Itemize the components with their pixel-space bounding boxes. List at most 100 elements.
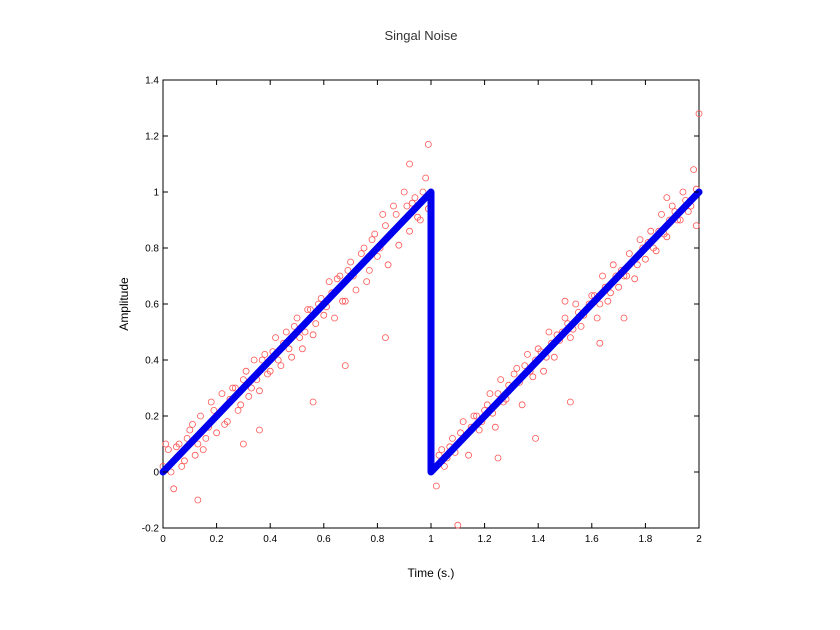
scatter-point [470, 412, 478, 420]
scatter-point [360, 244, 368, 252]
scatter-point [395, 241, 403, 249]
scatter-point [650, 244, 657, 252]
scatter-point [432, 482, 440, 490]
scatter-point [438, 446, 446, 454]
scatter-point [636, 236, 644, 244]
scatter-point [352, 286, 360, 294]
scatter-point [384, 261, 392, 269]
y-axis-ticks: -0.2 0 0.2 0.4 0.6 0.8 1 1.2 1.4 [142, 76, 699, 535]
scatter-point [186, 426, 194, 434]
scatter-point [373, 252, 381, 260]
scatter-point [382, 222, 389, 230]
x-axis-label: Time (s.) [408, 566, 455, 580]
scatter-point [588, 292, 596, 300]
scatter-point [684, 208, 692, 216]
scatter-point [331, 314, 338, 322]
scatter-point [231, 384, 239, 392]
scatter-point [459, 418, 467, 426]
y-tick-label: 0.4 [145, 356, 159, 367]
scatter-point [422, 174, 430, 182]
scatter-point [663, 194, 671, 202]
x-tick-label: 0.8 [370, 534, 384, 545]
scatter-point [497, 376, 505, 384]
scatter-point [572, 300, 580, 308]
scatter-point [390, 202, 397, 210]
scatter-point [341, 362, 349, 370]
scatter-point [229, 384, 237, 392]
scatter-point [312, 320, 320, 328]
scatter-point [320, 311, 328, 319]
scatter-point [465, 451, 472, 459]
signal-line [159, 188, 703, 476]
scatter-point [347, 258, 355, 266]
scatter-point [304, 306, 312, 314]
scatter-point [695, 110, 703, 117]
scatter-point [424, 140, 432, 148]
scatter-point [172, 443, 180, 451]
scatter-point [642, 255, 649, 263]
scatter-point [457, 429, 464, 437]
scatter-point [532, 434, 539, 442]
scatter-point [658, 210, 665, 218]
scatter-point [301, 328, 309, 336]
x-tick-label: 1 [428, 534, 434, 545]
scatter-point [213, 429, 221, 437]
scatter-point [494, 390, 502, 398]
scatter-point [194, 440, 202, 448]
scatter-point [264, 370, 271, 378]
x-tick-label: 1.2 [478, 534, 492, 545]
scatter-point [363, 278, 371, 286]
scatter-point [296, 334, 304, 342]
scatter-point [274, 356, 282, 364]
scatter-point [411, 194, 419, 202]
scatter-point [306, 306, 314, 314]
scatter-point [625, 250, 633, 258]
scatter-point [566, 398, 574, 406]
scatter-point [248, 384, 255, 392]
scatter-point [561, 314, 569, 322]
y-tick-label: 1.4 [145, 76, 159, 87]
scatter-point [191, 451, 199, 459]
scatter-point [293, 314, 301, 322]
scatter-point [239, 440, 247, 448]
x-tick-label: 1.8 [638, 534, 652, 545]
scatter-point [250, 356, 258, 364]
scatter-point [414, 213, 422, 221]
scatter-point [524, 350, 531, 358]
scatter-point [454, 521, 462, 529]
scatter-point [256, 426, 263, 434]
y-tick-label: 0.8 [145, 244, 159, 255]
x-tick-label: 1.4 [531, 534, 545, 545]
scatter-point [593, 314, 601, 322]
signal-lines [159, 188, 703, 476]
y-tick-label: 0 [153, 468, 159, 479]
scatter-point [344, 266, 352, 274]
scatter-point [218, 390, 226, 398]
chart-title: Singal Noise [385, 28, 458, 43]
scatter-point [615, 283, 622, 291]
scatter-point [400, 188, 408, 196]
scatter-point [623, 272, 631, 280]
scatter-point [285, 345, 293, 353]
scatter-point [633, 261, 641, 269]
scatter-point [486, 390, 494, 398]
scatter-point [221, 420, 229, 428]
scatter-point [357, 250, 365, 258]
scatter-point [368, 236, 376, 244]
scatter-point [668, 202, 676, 210]
scatter-point [282, 328, 290, 336]
scatter-point [210, 406, 218, 414]
scatter-point [449, 434, 456, 442]
scatter-point [518, 401, 526, 409]
scatter-point [207, 398, 215, 406]
scatter-point [181, 457, 188, 465]
scatter-point [513, 364, 521, 372]
y-tick-label: 1.2 [145, 132, 159, 143]
scatter-point [382, 334, 389, 342]
scatter-point [510, 370, 518, 378]
scatter-point [599, 272, 606, 280]
scatter-point [690, 166, 698, 174]
x-tick-label: 0 [160, 534, 166, 545]
scatter-point [234, 406, 242, 414]
